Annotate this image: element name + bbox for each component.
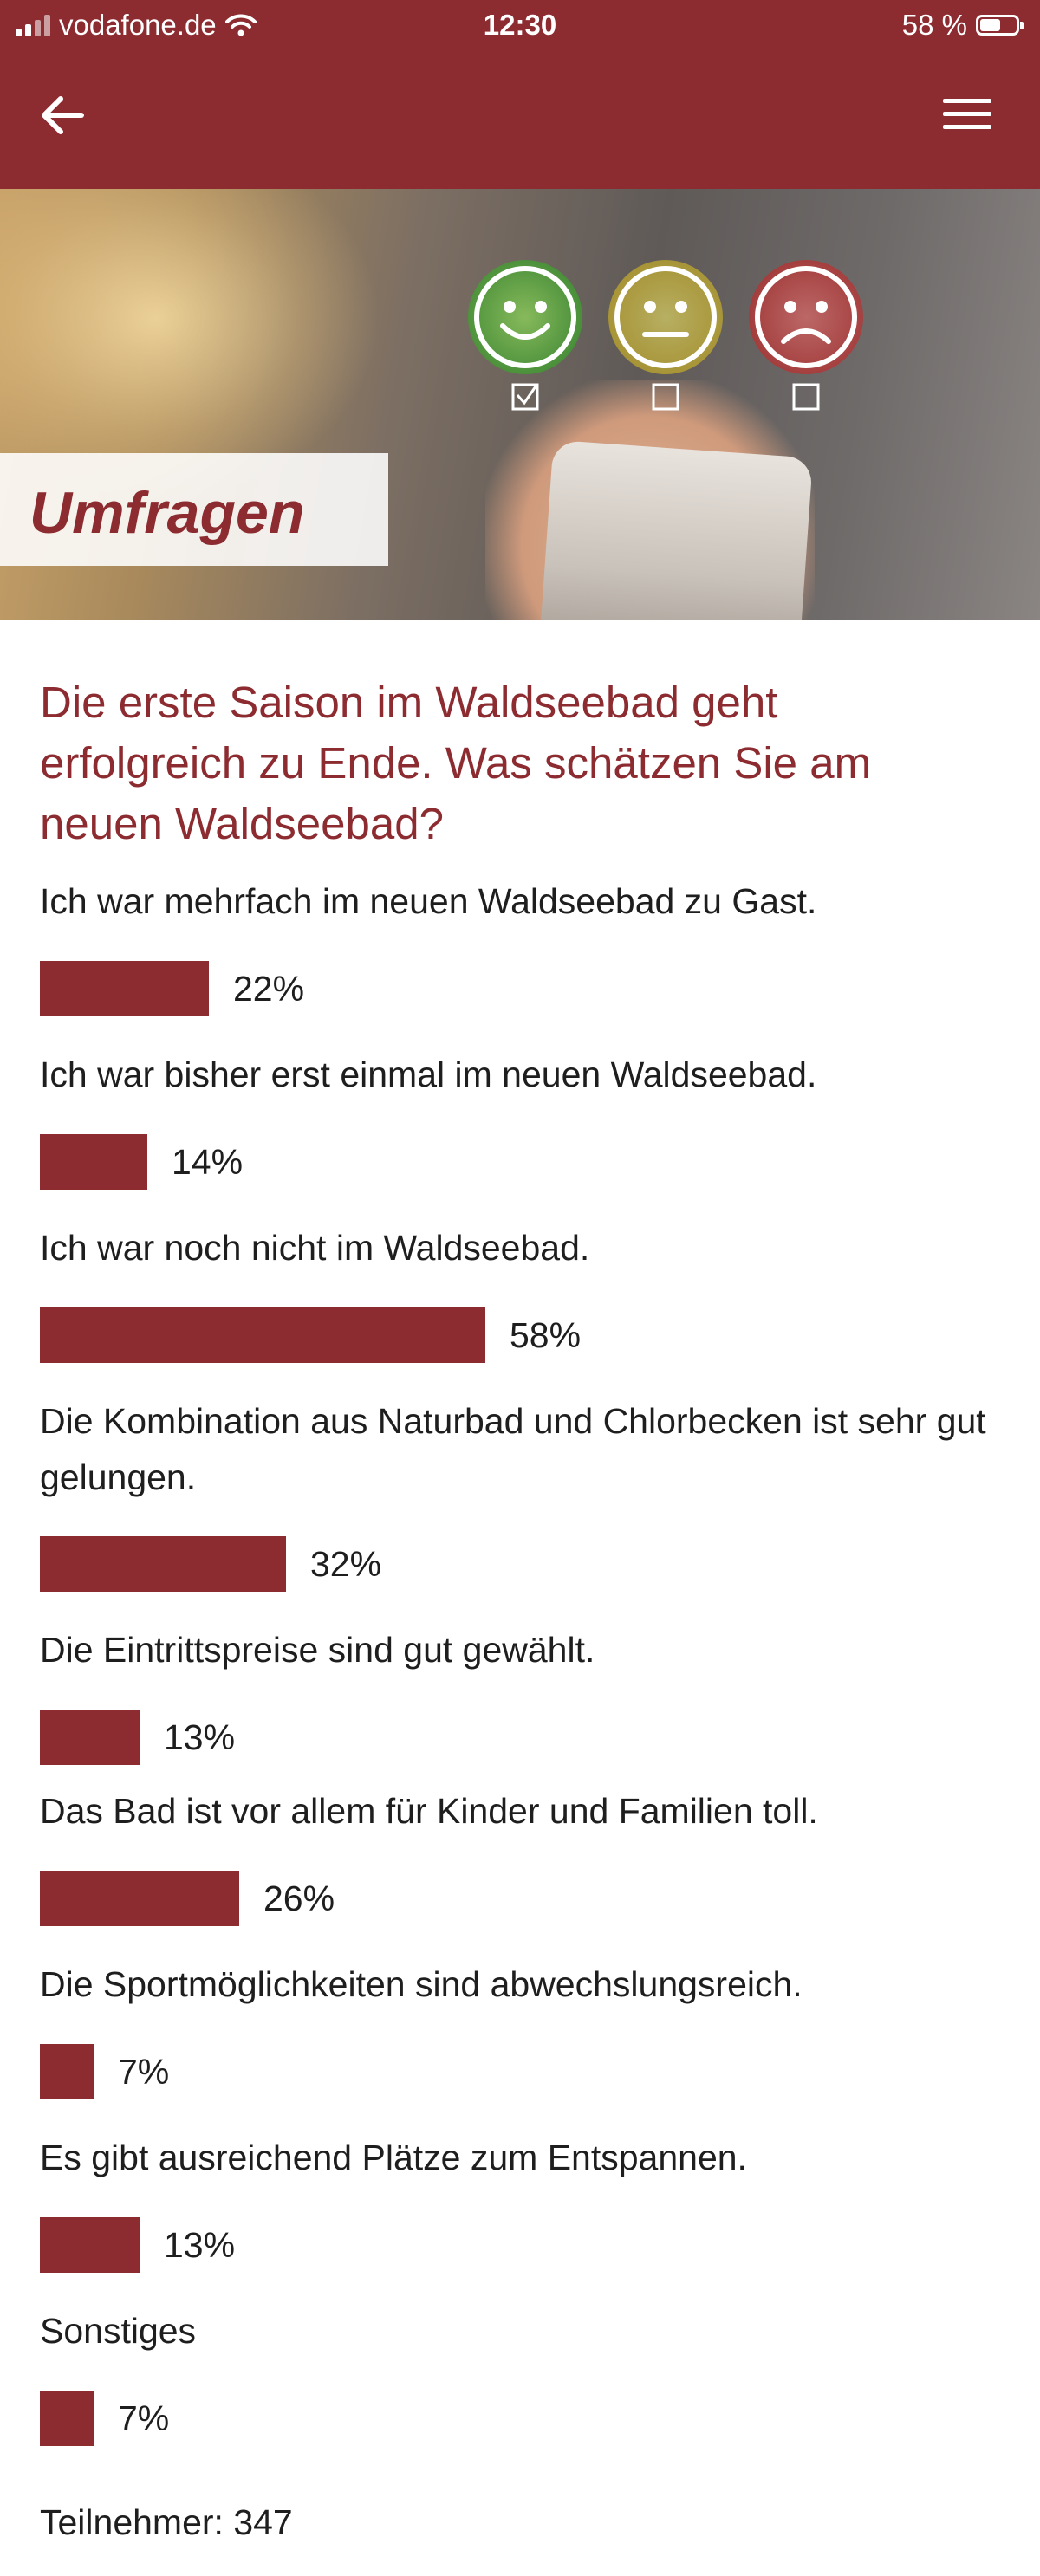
wifi-icon [224, 14, 257, 36]
hamburger-menu-icon [943, 99, 991, 129]
status-bar-time: 12:30 [483, 9, 557, 41]
arrow-left-icon [42, 96, 84, 134]
answer-label: Die Kombination aus Naturbad und Chlorbe… [40, 1401, 986, 1497]
answer-percent: 13% [164, 2225, 236, 2265]
battery-icon [976, 15, 1024, 36]
answer-label: Das Bad ist vor allem für Kinder und Fam… [40, 1791, 818, 1831]
battery-percent: 58 % [901, 9, 967, 41]
participants-count: Teilnehmer: 347 [40, 2502, 293, 2542]
cellular-signal-icon [16, 14, 50, 36]
status-bar: vodafone.de 12:30 58 % [0, 0, 1040, 55]
answer-percent: 26% [263, 1878, 335, 1918]
answer-label: Die Eintrittspreise sind gut gewählt. [40, 1630, 595, 1670]
answer-bar [40, 1710, 140, 1765]
battery-level-fill [980, 19, 1000, 31]
answer-bar [40, 1536, 286, 1592]
answer-label: Sonstiges [40, 2311, 197, 2351]
answer-percent: 58% [510, 1315, 582, 1355]
status-bar-right: 58 % [901, 9, 1024, 42]
answer-label: Es gibt ausreichend Plätze zum Entspanne… [40, 2138, 747, 2177]
answer-percent: 32% [310, 1544, 382, 1584]
answer-bar [40, 961, 209, 1016]
answer-percent: 13% [164, 1717, 236, 1757]
app-bar: vodafone.de 12:30 58 % [0, 0, 1040, 189]
answer-percent: 7% [118, 2052, 170, 2092]
hero-banner: Umfragen [0, 189, 1040, 620]
answer-bar [40, 2044, 94, 2099]
answer-bar [40, 1307, 485, 1363]
menu-button[interactable] [941, 95, 1002, 147]
answer-label: Ich war bisher erst einmal im neuen Wald… [40, 1054, 817, 1094]
hero-smartphone [538, 439, 814, 620]
answer-label: Die Sportmöglichkeiten sind abwechslungs… [40, 1964, 803, 2004]
answer-bar [40, 2217, 140, 2273]
hero-background-glow [0, 189, 381, 501]
answer-label: Ich war noch nicht im Waldseebad. [40, 1228, 590, 1268]
answer-bar [40, 2391, 94, 2446]
survey-question: Die erste Saison im Waldseebad geht erfo… [40, 678, 872, 848]
hero-label-box: Umfragen [0, 453, 388, 566]
answer-percent: 7% [118, 2398, 170, 2438]
carrier-name: vodafone.de [59, 9, 217, 41]
answer-bar [40, 1871, 239, 1926]
answer-label: Ich war mehrfach im neuen Waldseebad zu … [40, 881, 817, 921]
status-bar-left: vodafone.de [16, 9, 257, 42]
answer-percent: 22% [233, 969, 305, 1009]
answer-bar [40, 1134, 147, 1190]
answer-percent: 14% [172, 1142, 244, 1182]
back-button[interactable] [38, 94, 99, 146]
rating-smileys-icon [468, 260, 863, 411]
page-title: Umfragen [29, 480, 305, 546]
